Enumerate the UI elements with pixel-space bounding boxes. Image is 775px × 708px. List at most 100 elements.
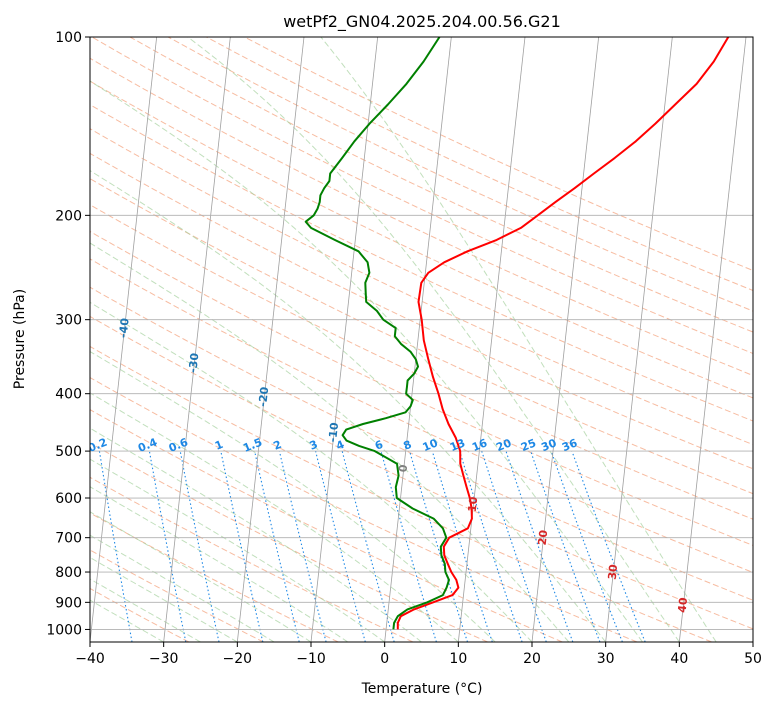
isotherm-line <box>163 37 231 642</box>
moist-adiabat-line <box>90 242 570 642</box>
isotherm-line <box>457 37 526 642</box>
dry-adiabat-line <box>90 476 414 642</box>
dry-adiabat-line <box>91 37 753 355</box>
plot-area: -100-90-80-70-60-50-40-30-20-10010203040… <box>90 37 753 642</box>
mixing-ratio-line <box>481 450 547 642</box>
dry-adiabat-line <box>90 345 712 642</box>
moist-adiabat-line <box>187 37 680 642</box>
x-tick-label: 30 <box>597 651 615 667</box>
x-tick-label: 40 <box>670 651 688 667</box>
y-tick-label: 200 <box>55 208 82 224</box>
isotherm-line <box>678 37 747 642</box>
isotherm-line <box>605 37 673 642</box>
isotherm-label: 0 <box>396 464 410 473</box>
y-tick-label: 1000 <box>46 622 82 638</box>
mixing-ratio-line <box>179 450 220 642</box>
x-tick-label: 10 <box>449 651 467 667</box>
mixing-ratio-line <box>505 450 574 642</box>
moist-adiabat-line <box>90 392 459 642</box>
dry-adiabat-line <box>90 442 488 642</box>
mixing-ratio-label: 8 <box>402 438 414 453</box>
mixing-ratio-lines <box>98 450 646 642</box>
moist-adiabats <box>90 37 717 642</box>
x-tick-label: −30 <box>149 651 179 667</box>
isotherm-line <box>531 37 600 642</box>
mixing-ratio-line <box>341 450 395 642</box>
isotherm-label: -10 <box>326 421 341 443</box>
dry-adiabat-line <box>90 512 339 642</box>
mixing-ratio-line <box>98 451 133 642</box>
y-axis: 1000 900 800 700 600 500 400 300 200 100 <box>46 30 90 638</box>
mixing-ratio-label: 13 <box>448 436 467 454</box>
mixing-ratio-label: 36 <box>560 436 579 454</box>
dry-adiabat-line <box>90 315 753 630</box>
y-tick-label: 300 <box>55 313 82 329</box>
mixing-ratio-line <box>278 450 327 642</box>
isotherm-line <box>384 37 452 642</box>
mixing-ratio-line <box>220 450 264 642</box>
mixing-ratio-line <box>431 450 493 642</box>
x-axis: −40 −30 −20 −10 0 10 20 30 40 50 <box>75 642 762 667</box>
y-tick-label: 100 <box>55 30 82 46</box>
chart-title: wetPf2_GN04.2025.204.00.56.G21 <box>283 12 561 32</box>
mixing-ratio-line <box>409 450 469 642</box>
isotherm-line <box>236 37 305 642</box>
y-tick-label: 900 <box>55 595 82 611</box>
mixing-ratio-line <box>380 450 437 642</box>
pressure-gridlines <box>90 37 753 630</box>
moist-adiabat-line <box>90 578 201 642</box>
mixing-ratio-line <box>459 450 523 642</box>
x-tick-label: −20 <box>223 651 253 667</box>
isotherm-label: -20 <box>256 386 271 408</box>
dry-adiabat-line <box>167 37 753 312</box>
mixing-ratio-line <box>530 450 601 642</box>
y-tick-label: 600 <box>55 491 82 507</box>
dry-adiabat-line <box>206 37 753 292</box>
dry-adiabat-line <box>90 152 753 470</box>
dry-adiabat-line <box>90 258 753 574</box>
plot-frame <box>89 36 754 643</box>
moist-adiabat-line <box>90 80 643 642</box>
isotherm-label: -40 <box>117 317 132 339</box>
mixing-ratio-label: 10 <box>421 436 440 454</box>
dewpoint-profile-line <box>304 37 450 630</box>
profiles <box>304 37 730 630</box>
isotherm-label: 40 <box>676 596 691 613</box>
moist-adiabat-line <box>320 37 717 642</box>
moist-adiabat-line <box>90 458 385 642</box>
mixing-ratio-line <box>148 451 187 642</box>
x-tick-label: 50 <box>744 651 762 667</box>
moist-adiabat-line <box>90 486 349 642</box>
moist-adiabat-line <box>90 170 607 642</box>
mixing-ratio-label: 16 <box>470 436 489 454</box>
dry-adiabat-line <box>90 286 753 601</box>
x-tick-label: −10 <box>296 651 326 667</box>
mixing-ratio-label: 20 <box>494 436 513 454</box>
mixing-ratio-label: 3 <box>308 438 320 453</box>
dry-adiabat-line <box>90 128 753 446</box>
mixing-ratio-line <box>315 450 366 642</box>
moist-adiabat-line <box>90 556 238 642</box>
dry-adiabat-line <box>90 57 753 377</box>
y-axis-label: Pressure (hPa) <box>12 289 28 389</box>
isotherm-label: -30 <box>186 352 201 374</box>
mixing-ratio-line <box>254 450 300 642</box>
isotherm-line <box>90 37 158 642</box>
x-tick-label: 20 <box>523 651 541 667</box>
y-tick-label: 500 <box>55 444 82 460</box>
isotherm-label: 10 <box>466 496 481 513</box>
mixing-ratio-label: 1 <box>213 438 225 453</box>
x-tick-label: 0 <box>380 651 389 667</box>
temperature-profile-line <box>396 37 730 630</box>
isotherms <box>90 37 753 642</box>
x-tick-label: −40 <box>75 651 105 667</box>
moist-adiabat-line <box>90 350 496 642</box>
mixing-ratio-label: 30 <box>539 436 558 454</box>
y-tick-label: 700 <box>55 531 82 547</box>
mixing-ratio-label: 2 <box>271 438 283 453</box>
mixing-ratio-label: 25 <box>519 436 538 454</box>
isotherm-label: 30 <box>606 563 621 580</box>
x-axis-label: Temperature (°C) <box>361 681 483 697</box>
